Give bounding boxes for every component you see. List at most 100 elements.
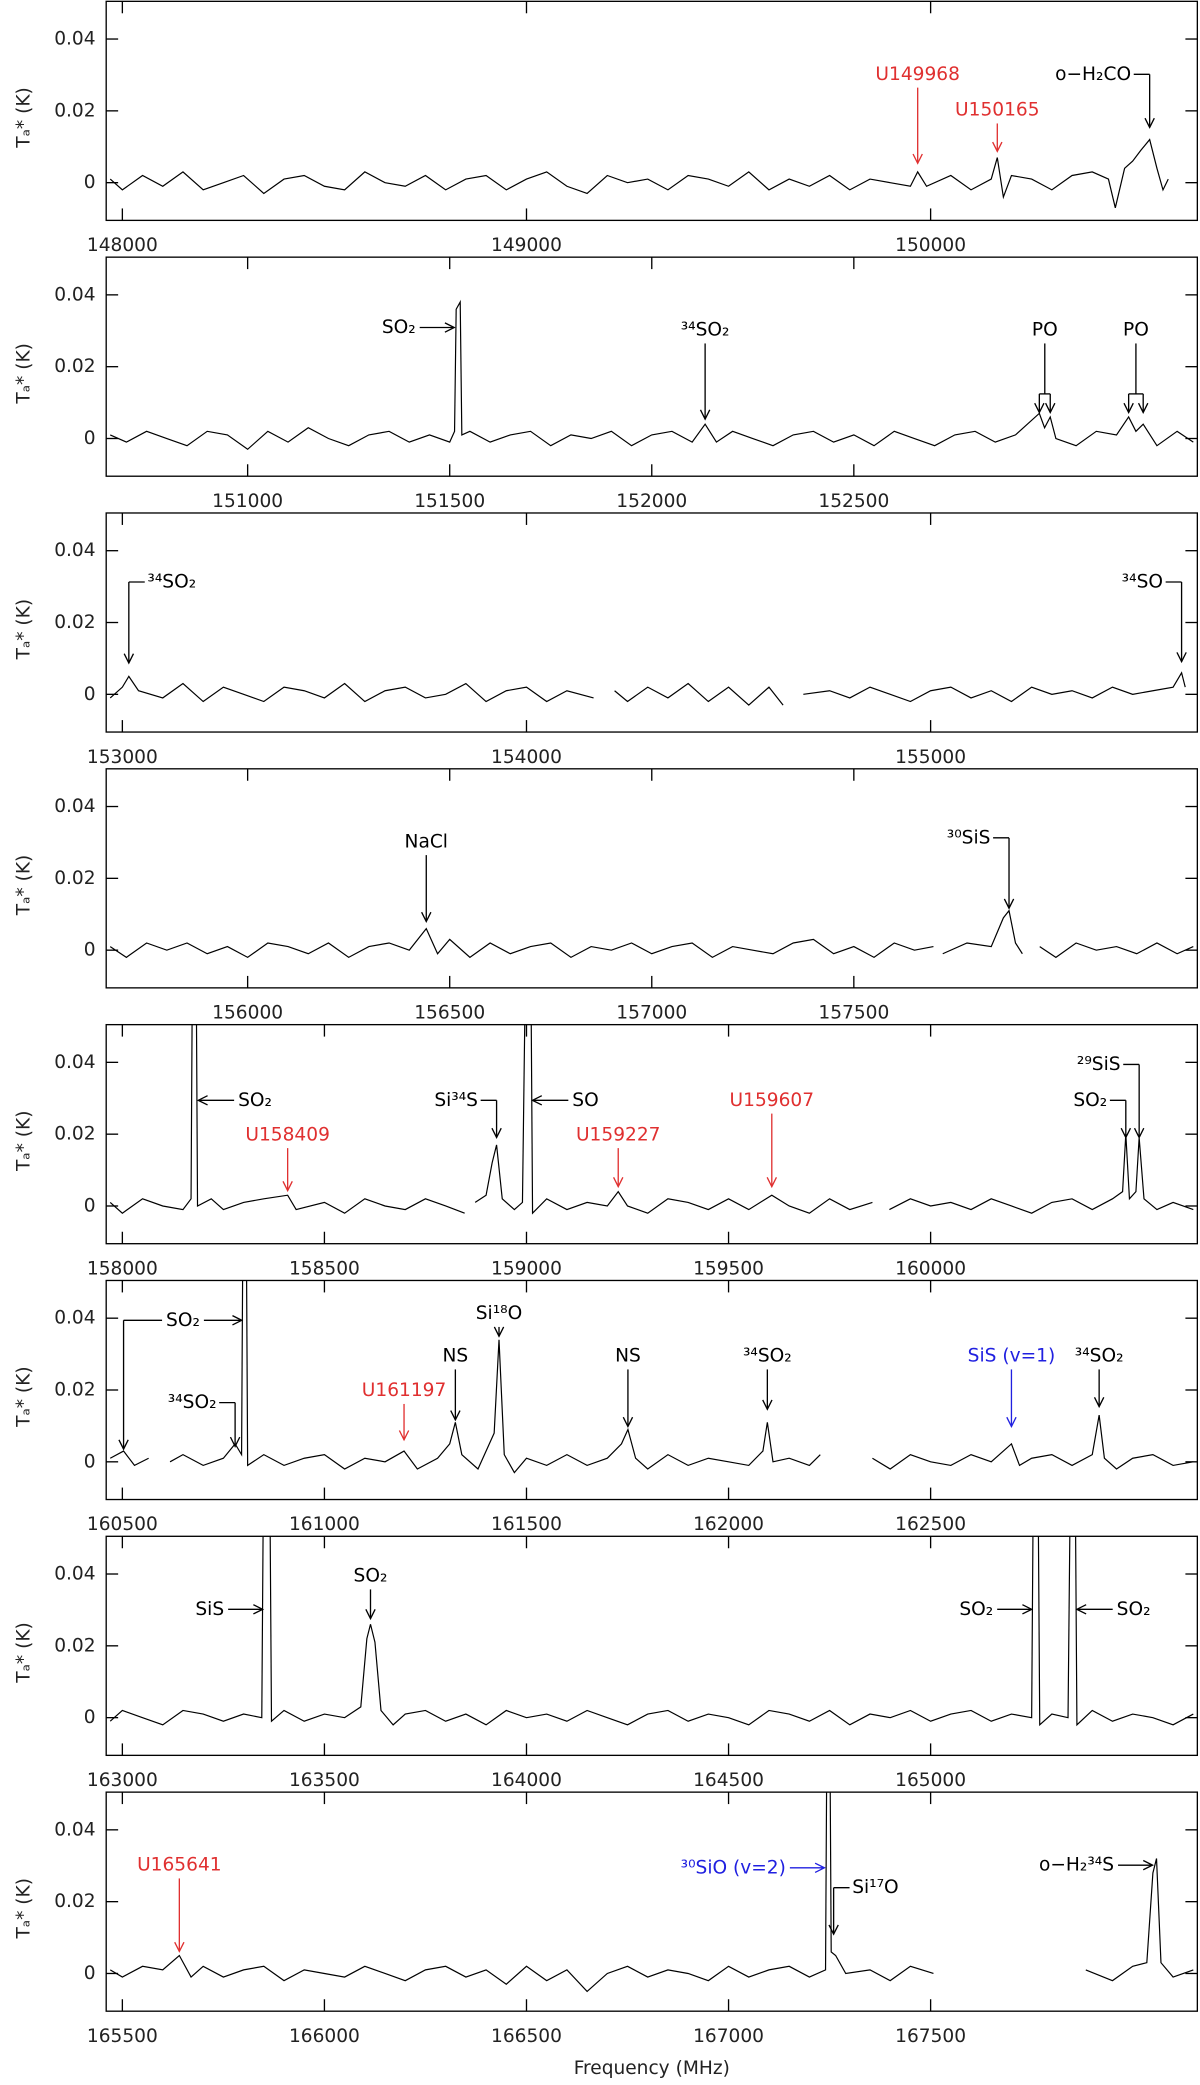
x-tick-label: 148000 bbox=[87, 235, 158, 256]
y-tick-label: 0.02 bbox=[54, 1635, 95, 1656]
x-tick-label: 156500 bbox=[414, 1003, 485, 1024]
annotation-label: U149968 bbox=[875, 64, 960, 85]
y-tick-label: 0 bbox=[84, 1195, 96, 1216]
annotation-arrowhead bbox=[444, 322, 456, 333]
annotation-arrowhead bbox=[118, 1439, 129, 1451]
annotation-label: SiS (v=1) bbox=[968, 1346, 1056, 1367]
annotation-arrowhead bbox=[612, 1177, 624, 1189]
annotation-label: Si³⁴S bbox=[434, 1090, 478, 1111]
annotation-label: U158409 bbox=[245, 1124, 330, 1145]
panel: 0 0.02 0.04 165500 166000 166500 167000 167500 T… bbox=[13, 1791, 1199, 2079]
x-axis-label: Frequency (MHz) bbox=[574, 2058, 730, 2079]
annotation-label: NaCl bbox=[405, 831, 448, 852]
y-tick-label: 0.02 bbox=[54, 1891, 95, 1912]
y-axis-label: Tₐ* (K) bbox=[13, 1878, 34, 1940]
annotation-arrowhead bbox=[450, 1410, 461, 1422]
annotation-label: ³⁴SO₂ bbox=[168, 1392, 217, 1413]
annotation-arrowhead bbox=[1045, 402, 1056, 414]
annotation-arrowhead bbox=[1034, 402, 1045, 414]
y-axis-label: Tₐ* (K) bbox=[13, 855, 34, 917]
annotation-label: ²⁹SiS bbox=[1077, 1054, 1121, 1075]
annotation-arrowhead bbox=[1144, 117, 1155, 129]
annotation-label: PO bbox=[1032, 320, 1058, 341]
x-tick-label: 158500 bbox=[289, 1258, 360, 1279]
annotation-label: SO₂ bbox=[382, 317, 416, 338]
annotation-label: SO₂ bbox=[1073, 1090, 1107, 1111]
x-tick-label: 160500 bbox=[87, 1514, 158, 1535]
y-tick-label: 0.04 bbox=[54, 540, 95, 561]
annotation-arrowhead bbox=[1075, 1604, 1087, 1615]
panel: 0 0.02 0.04 148000 149000 150000 Tₐ* (K) U14996… bbox=[13, 0, 1199, 256]
x-tick-label: 163000 bbox=[87, 1770, 158, 1791]
annotation-label: NS bbox=[443, 1346, 469, 1367]
panel: 0 0.02 0.04 153000 154000 155000 Tₐ* (K) ³⁴SO₂ ³… bbox=[13, 512, 1199, 768]
y-tick-label: 0 bbox=[84, 172, 96, 193]
y-axis-label: Tₐ* (K) bbox=[13, 343, 34, 405]
x-tick-label: 154000 bbox=[491, 747, 562, 768]
panel: 0 0.02 0.04 156000 156500 157000 157500 Tₐ* (K)… bbox=[13, 768, 1199, 1024]
annotation-arrowhead bbox=[531, 1095, 543, 1106]
y-axis-label: Tₐ* (K) bbox=[13, 87, 34, 149]
annotation-arrowhead bbox=[1003, 898, 1015, 910]
panel: 0 0.02 0.04 158000 158500 159000 159500 160000 T… bbox=[13, 1023, 1199, 1279]
y-tick-label: 0.02 bbox=[54, 1124, 95, 1145]
spectrum-line bbox=[109, 1792, 1194, 1993]
annotation-arrowhead bbox=[814, 1862, 826, 1874]
y-tick-label: 0.02 bbox=[54, 100, 95, 121]
annotation-arrowhead bbox=[1137, 402, 1149, 414]
annotation-arrowhead bbox=[282, 1181, 293, 1193]
annotation-label: U165641 bbox=[137, 1855, 222, 1876]
x-tick-label: 159000 bbox=[491, 1258, 562, 1279]
y-tick-label: 0.04 bbox=[54, 1819, 95, 1840]
panel-frame bbox=[105, 1535, 1199, 1757]
x-tick-label: 166500 bbox=[491, 2026, 562, 2047]
spectrum-line bbox=[109, 1536, 1194, 1727]
annotation-label: SO₂ bbox=[1117, 1599, 1151, 1620]
annotation-label: U159227 bbox=[576, 1124, 661, 1145]
annotation-label: ³⁰SiS bbox=[947, 827, 991, 848]
y-tick-label: 0.04 bbox=[54, 29, 95, 50]
annotation-arrowhead bbox=[622, 1416, 634, 1428]
annotation-label: ³⁰SiO (v=2) bbox=[681, 1857, 786, 1878]
x-tick-label: 161000 bbox=[289, 1514, 360, 1535]
annotation-label: U161197 bbox=[362, 1380, 447, 1401]
y-tick-label: 0.02 bbox=[54, 868, 95, 889]
y-tick-label: 0 bbox=[84, 1451, 96, 1472]
annotation-arrowhead bbox=[1120, 1127, 1132, 1139]
panel: 0 0.02 0.04 151000 151500 152000 152500 Tₐ* (K)… bbox=[13, 256, 1199, 512]
x-tick-label: 165000 bbox=[895, 1770, 966, 1791]
spectrum-line bbox=[109, 138, 1169, 208]
y-axis-label: Tₐ* (K) bbox=[13, 1366, 34, 1428]
annotation-label: ³⁴SO₂ bbox=[147, 572, 196, 593]
x-tick-label: 157500 bbox=[818, 1003, 889, 1024]
spectrum-line bbox=[109, 671, 1186, 706]
y-tick-label: 0 bbox=[84, 684, 96, 705]
x-tick-label: 156000 bbox=[212, 1003, 283, 1024]
annotation-label: PO bbox=[1123, 320, 1149, 341]
annotation-label: o−H₂CO bbox=[1055, 64, 1131, 85]
x-tick-label: 151000 bbox=[212, 491, 283, 512]
annotation-arrowhead bbox=[232, 1315, 244, 1326]
panel-frame bbox=[105, 512, 1199, 733]
annotation-arrowhead bbox=[1142, 1859, 1155, 1871]
y-tick-label: 0 bbox=[84, 1963, 96, 1984]
y-tick-label: 0.04 bbox=[54, 1564, 95, 1585]
y-tick-label: 0.04 bbox=[54, 1308, 95, 1329]
panel: 0 0.02 0.04 160500 161000 161500 162000 162500 T… bbox=[13, 1279, 1199, 1535]
panel: 0 0.02 0.04 163000 163500 164000 164500 165000 T… bbox=[13, 1535, 1199, 1791]
annotation-arrowhead bbox=[421, 911, 432, 923]
x-tick-label: 167000 bbox=[693, 2026, 764, 2047]
annotation-arrowhead bbox=[196, 1095, 208, 1106]
x-tick-label: 157000 bbox=[616, 1003, 687, 1024]
panel-frame bbox=[105, 1023, 1199, 1245]
annotation-label: SO₂ bbox=[166, 1310, 200, 1331]
panel-frame bbox=[105, 1279, 1199, 1501]
annotation-label: Si¹⁷O bbox=[852, 1877, 898, 1898]
annotation-label: SO₂ bbox=[354, 1566, 388, 1587]
annotation-arrowhead bbox=[174, 1941, 185, 1953]
y-axis-label: Tₐ* (K) bbox=[13, 599, 34, 661]
spectrum-line bbox=[109, 1024, 1194, 1215]
x-tick-label: 149000 bbox=[491, 235, 562, 256]
x-tick-label: 152000 bbox=[616, 491, 687, 512]
